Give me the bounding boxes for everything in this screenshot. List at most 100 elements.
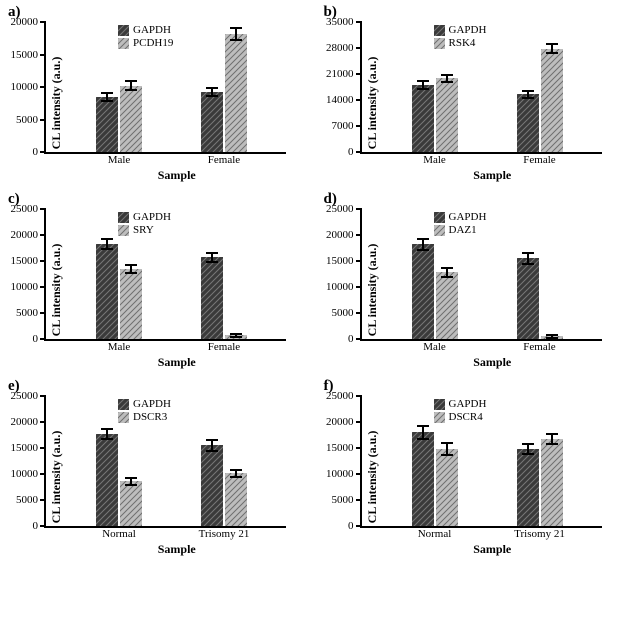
y-tick-label: 20000 [11, 229, 47, 241]
error-cap [230, 39, 242, 41]
error-cap [546, 443, 558, 445]
y-tick-label: 20000 [326, 416, 362, 428]
legend-label: PCDH19 [133, 37, 173, 49]
legend-swatch [118, 412, 129, 423]
error-cap [206, 95, 218, 97]
y-tick-label: 14000 [326, 94, 362, 106]
chart: CL intensity (a.u.)05000100001500020000M… [44, 22, 310, 183]
x-tick-label: Male [108, 154, 131, 166]
error-cap [441, 442, 453, 444]
legend-item: RSK4 [434, 37, 487, 49]
error-cap [417, 80, 429, 82]
y-tick-label: 5000 [332, 307, 362, 319]
x-tick-label: Normal [418, 528, 452, 540]
legend-swatch [434, 399, 445, 410]
y-tick-label: 25000 [11, 203, 47, 215]
error-cap [101, 100, 113, 102]
bar [517, 258, 539, 339]
panel-d: d)CL intensity (a.u.)0500010000150002000… [316, 187, 631, 374]
x-axis-label: Sample [360, 542, 626, 557]
error-cap [230, 476, 242, 478]
bar [436, 78, 458, 152]
error-cap [125, 477, 137, 479]
y-tick-label: 28000 [326, 42, 362, 54]
error-cap [441, 74, 453, 76]
bar [201, 257, 223, 339]
bar [96, 97, 118, 152]
error-cap [522, 97, 534, 99]
error-cap [417, 88, 429, 90]
y-tick-label: 20000 [11, 416, 47, 428]
y-tick-label: 15000 [11, 49, 47, 61]
y-tick-label: 25000 [11, 390, 47, 402]
bar [225, 473, 247, 526]
y-tick-label: 20000 [11, 16, 47, 28]
panel-c: c)CL intensity (a.u.)0500010000150002000… [0, 187, 316, 374]
error-cap [441, 454, 453, 456]
error-cap [230, 333, 242, 335]
bar [225, 34, 247, 152]
error-cap [417, 425, 429, 427]
legend: GAPDHDAZ1 [434, 211, 487, 236]
y-tick-label: 5000 [16, 307, 46, 319]
legend-label: GAPDH [133, 24, 171, 36]
error-cap [206, 439, 218, 441]
error-cap [206, 450, 218, 452]
y-tick-label: 21000 [326, 68, 362, 80]
bar-group: Female [201, 34, 247, 152]
legend-item: GAPDH [118, 24, 173, 36]
panel-e: e)CL intensity (a.u.)0500010000150002000… [0, 374, 316, 561]
legend: GAPDHDSCR4 [434, 398, 487, 423]
legend-label: DSCR4 [449, 411, 483, 423]
x-tick-label: Male [423, 154, 446, 166]
bar [517, 449, 539, 526]
legend-label: RSK4 [449, 37, 476, 49]
bar-group: Trisomy 21 [201, 445, 247, 526]
error-cap [125, 89, 137, 91]
legend: GAPDHPCDH19 [118, 24, 173, 49]
error-cap [522, 443, 534, 445]
x-tick-label: Female [208, 154, 240, 166]
legend-item: DSCR4 [434, 411, 487, 423]
legend: GAPDHDSCR3 [118, 398, 171, 423]
error-cap [230, 336, 242, 338]
x-tick-label: Trisomy 21 [514, 528, 565, 540]
error-cap [546, 433, 558, 435]
x-axis-label: Sample [360, 355, 626, 370]
y-tick-label: 7000 [332, 120, 362, 132]
y-tick-label: 10000 [11, 468, 47, 480]
y-tick-label: 0 [348, 520, 362, 532]
error-cap [417, 249, 429, 251]
error-cap [522, 453, 534, 455]
legend-swatch [434, 25, 445, 36]
y-tick-label: 25000 [326, 203, 362, 215]
legend-item: GAPDH [434, 211, 487, 223]
plot-area: 0500010000150002000025000NormalTrisomy 2… [360, 396, 602, 528]
chart: CL intensity (a.u.)050001000015000200002… [44, 396, 310, 557]
bar [517, 94, 539, 152]
y-tick-label: 10000 [326, 468, 362, 480]
error-cap [522, 90, 534, 92]
legend-swatch [118, 212, 129, 223]
error-cap [206, 87, 218, 89]
legend-label: GAPDH [133, 211, 171, 223]
y-tick-label: 0 [33, 146, 47, 158]
error-cap [230, 469, 242, 471]
x-tick-label: Female [523, 341, 555, 353]
error-cap [441, 267, 453, 269]
error-cap [230, 27, 242, 29]
legend-swatch [118, 399, 129, 410]
legend-item: GAPDH [434, 24, 487, 36]
bar-group: Normal [412, 432, 458, 526]
legend-label: GAPDH [449, 211, 487, 223]
legend-label: DSCR3 [133, 411, 167, 423]
y-tick-label: 10000 [326, 281, 362, 293]
error-cap [546, 337, 558, 339]
x-tick-label: Female [208, 341, 240, 353]
error-cap [441, 81, 453, 83]
error-cap [101, 248, 113, 250]
bar [120, 86, 142, 152]
error-cap [546, 52, 558, 54]
x-axis-label: Sample [360, 168, 626, 183]
bar [201, 92, 223, 152]
